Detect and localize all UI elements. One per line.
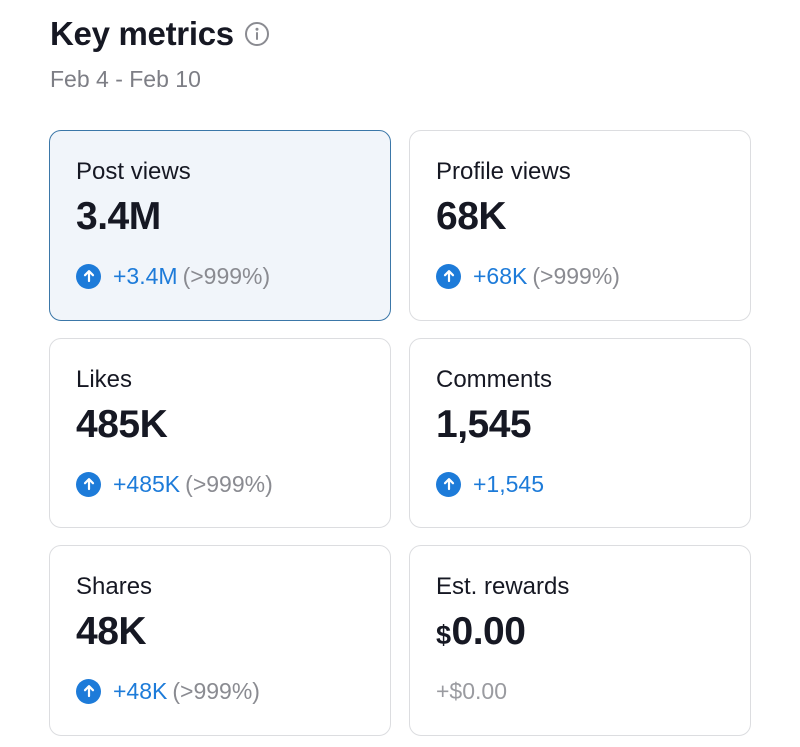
metric-card-est-rewards[interactable]: Est. rewards $0.00 +$0.00 — [409, 545, 751, 736]
metric-amount: 0.00 — [451, 610, 526, 653]
metric-value: 1,545 — [436, 403, 532, 446]
metric-card-comments[interactable]: Comments 1,545 +1,545 — [409, 338, 751, 528]
metric-change: +3.4M (>999%) — [76, 261, 364, 291]
metric-label: Likes — [76, 366, 133, 393]
metric-label: Post views — [76, 158, 191, 185]
metric-delta: +1,545 — [473, 471, 544, 497]
metric-delta: +68K — [473, 263, 528, 289]
info-icon[interactable] — [244, 21, 270, 47]
metric-card-likes[interactable]: Likes 485K +485K (>999%) — [49, 338, 391, 528]
arrow-up-circle-icon — [436, 471, 461, 497]
metrics-grid: Post views 3.4M +3.4M (>999%) Profile vi… — [49, 130, 751, 736]
metric-change: +68K (>999%) — [436, 261, 724, 291]
metric-label: Comments — [436, 366, 553, 393]
date-range: Feb 4 - Feb 10 — [50, 66, 201, 92]
metric-percent: (>999%) — [172, 678, 260, 704]
metric-value: 48K — [76, 610, 147, 653]
metric-value: 3.4M — [76, 195, 161, 238]
metric-card-profile-views[interactable]: Profile views 68K +68K (>999%) — [409, 130, 751, 321]
metric-value: 68K — [436, 195, 507, 238]
metric-delta: +3.4M — [113, 263, 178, 289]
arrow-up-circle-icon — [76, 678, 101, 704]
currency-symbol: $ — [436, 620, 451, 650]
metric-label: Shares — [76, 573, 153, 600]
metric-change: +1,545 — [436, 469, 724, 499]
metric-percent: (>999%) — [182, 263, 271, 289]
metric-change: +485K (>999%) — [76, 469, 364, 499]
metric-percent: (>999%) — [185, 471, 273, 497]
metric-label: Profile views — [436, 158, 571, 185]
key-metrics-header: Key metrics Feb 4 - Feb 10 — [50, 12, 270, 93]
arrow-up-circle-icon — [76, 471, 101, 497]
metric-card-shares[interactable]: Shares 48K +48K (>999%) — [49, 545, 391, 736]
metric-delta: +485K — [113, 471, 181, 497]
metric-value: 485K — [76, 403, 168, 446]
metric-change: +48K (>999%) — [76, 676, 364, 706]
metric-delta: +48K — [113, 678, 168, 704]
metric-label: Est. rewards — [436, 573, 570, 600]
metric-value: $0.00 — [436, 608, 724, 656]
arrow-up-circle-icon — [436, 263, 461, 289]
metric-delta: +$0.00 — [436, 678, 507, 704]
metric-card-post-views[interactable]: Post views 3.4M +3.4M (>999%) — [49, 130, 391, 321]
title-row: Key metrics — [50, 12, 270, 56]
metric-change: +$0.00 — [436, 676, 724, 706]
arrow-up-circle-icon — [76, 263, 101, 289]
page-title: Key metrics — [50, 15, 234, 52]
metric-percent: (>999%) — [532, 263, 620, 289]
